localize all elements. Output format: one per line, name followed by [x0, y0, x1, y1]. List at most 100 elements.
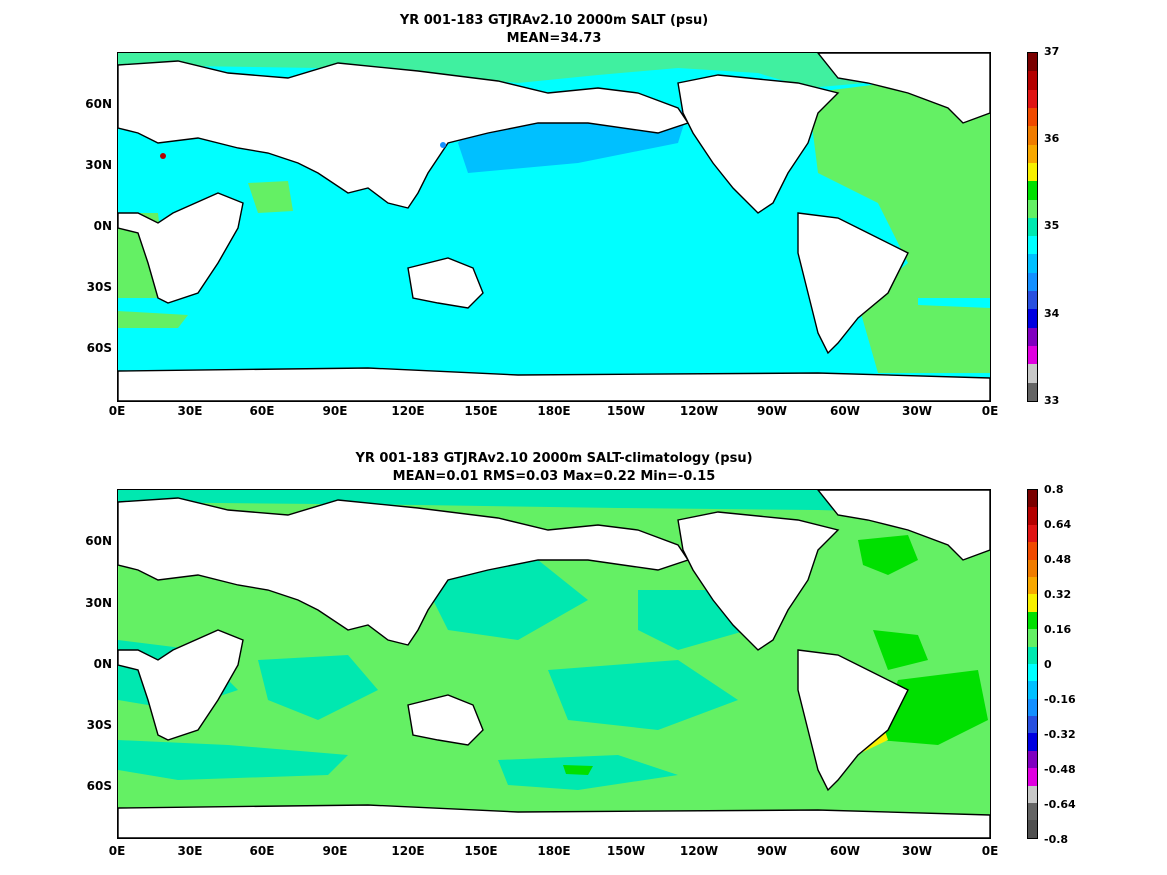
bottom-greenland	[817, 490, 990, 561]
bottom-anomaly-map	[117, 489, 991, 839]
top-colorbar-segment	[1028, 144, 1037, 163]
bottom-lat-60n: 60N	[85, 534, 112, 548]
bottom-colorbar-segment	[1028, 490, 1037, 508]
bottom-cbar-label-0: 0.8	[1044, 483, 1064, 496]
bottom-cool-4	[548, 660, 738, 730]
bottom-colorbar-segment	[1028, 629, 1037, 647]
bottom-colorbar-segment	[1028, 716, 1037, 734]
bottom-title-line1: YR 001-183 GTJRAv2.10 2000m SALT-climato…	[355, 451, 753, 466]
top-salinity-map	[117, 52, 991, 402]
bottom-lon-180e: 180E	[537, 844, 571, 858]
top-lon-30e: 30E	[177, 404, 203, 418]
top-colorbar-segment	[1028, 107, 1037, 127]
top-cbar-label-33: 33	[1044, 394, 1060, 407]
bottom-colorbar-segment	[1028, 524, 1037, 543]
bottom-north-america	[677, 511, 840, 651]
top-africa	[118, 192, 244, 304]
top-lat-60n: 60N	[85, 97, 112, 111]
top-lon-30w: 30W	[902, 404, 932, 418]
top-colorbar-segment	[1028, 309, 1037, 328]
bottom-australia	[407, 694, 484, 746]
top-arabian-patch	[248, 181, 293, 213]
top-colorbar-segment	[1028, 364, 1037, 383]
top-colorbar-segment	[1028, 181, 1037, 200]
bottom-colorbar-segment	[1028, 698, 1037, 717]
bottom-lon-90w: 90W	[757, 844, 787, 858]
bottom-colorbar-segment	[1028, 646, 1037, 664]
top-eurasia	[118, 60, 690, 209]
bottom-lon-0e-end: 0E	[981, 844, 999, 858]
bottom-colorbar-segment	[1028, 733, 1037, 751]
bottom-warm-4	[563, 765, 593, 775]
top-lon-0e-end: 0E	[981, 404, 999, 418]
bottom-colorbar-segment	[1028, 681, 1037, 699]
bottom-lat-0n: 0N	[93, 657, 112, 671]
bottom-lon-90e: 90E	[322, 844, 348, 858]
top-north-america	[677, 74, 840, 214]
bottom-colorbar-segment	[1028, 611, 1037, 630]
top-title-line1: YR 001-183 GTJRAv2.10 2000m SALT (psu)	[399, 13, 709, 28]
top-south-atlantic-fresh	[918, 298, 990, 308]
bottom-colorbar-segment	[1028, 559, 1037, 577]
top-colorbar-segment	[1028, 71, 1037, 90]
top-lon-60e: 60E	[249, 404, 275, 418]
bottom-lon-120e: 120E	[391, 844, 425, 858]
top-lon-150w: 150W	[606, 404, 646, 418]
top-map-svg	[118, 53, 990, 401]
bottom-colorbar-segment	[1028, 803, 1037, 821]
bottom-lon-60e: 60E	[249, 844, 275, 858]
bottom-colorbar-segment	[1028, 663, 1037, 682]
bottom-lat-30n: 30N	[85, 596, 112, 610]
bottom-map-svg	[118, 490, 990, 838]
top-title-line2: MEAN=34.73	[506, 31, 602, 46]
bottom-cbar-label-3: 0.32	[1044, 588, 1072, 601]
bottom-africa	[118, 629, 244, 741]
bottom-lat-60s: 60S	[86, 779, 112, 793]
top-colorbar-segment	[1028, 382, 1037, 401]
bottom-cool-patches	[118, 490, 990, 790]
top-lon-120w: 120W	[679, 404, 719, 418]
top-lon-90w: 90W	[757, 404, 787, 418]
top-mediterranean-salty	[160, 153, 166, 159]
bottom-colorbar-segment	[1028, 820, 1037, 838]
top-lat-30s: 30S	[86, 280, 112, 294]
bottom-south-america	[797, 649, 909, 792]
top-cbar-label-34: 34	[1044, 307, 1060, 320]
bottom-cbar-label-10: -0.8	[1044, 833, 1069, 846]
top-lat-30n: 30N	[85, 158, 112, 172]
top-colorbar-segment	[1028, 217, 1037, 237]
bottom-land	[118, 490, 990, 838]
bottom-cbar-label-8: -0.48	[1044, 763, 1076, 776]
bottom-cbar-label-2: 0.48	[1044, 553, 1072, 566]
top-colorbar-segment	[1028, 126, 1037, 145]
top-lon-120e: 120E	[391, 404, 425, 418]
top-japan-sea-fresh	[440, 142, 446, 148]
bottom-cool-6	[118, 740, 348, 780]
top-lon-60w: 60W	[830, 404, 860, 418]
bottom-lon-150w: 150W	[606, 844, 646, 858]
bottom-lon-150e: 150E	[464, 844, 498, 858]
top-colorbar-segment	[1028, 199, 1037, 218]
bottom-antarctica	[118, 804, 990, 838]
bottom-lon-0e: 0E	[108, 844, 126, 858]
bottom-colorbar-segment	[1028, 576, 1037, 595]
bottom-cbar-label-7: -0.32	[1044, 728, 1076, 741]
bottom-cbar-label-4: 0.16	[1044, 623, 1072, 636]
bottom-lon-30e: 30E	[177, 844, 203, 858]
bottom-lat-30s: 30S	[86, 718, 112, 732]
top-colorbar-segment	[1028, 346, 1037, 365]
bottom-colorbar	[1027, 489, 1038, 839]
top-southern-band	[118, 311, 188, 328]
bottom-colorbar-segment	[1028, 750, 1037, 769]
top-cbar-label-35: 35	[1044, 219, 1060, 232]
top-antarctica	[118, 367, 990, 401]
bottom-colorbar-segment	[1028, 768, 1037, 786]
top-colorbar-segment	[1028, 291, 1037, 310]
bottom-title-line2: MEAN=0.01 RMS=0.03 Max=0.22 Min=-0.15	[392, 469, 716, 484]
top-colorbar-segment	[1028, 254, 1037, 273]
top-colorbar-segment	[1028, 236, 1037, 255]
top-lon-150e: 150E	[464, 404, 498, 418]
top-lon-0e: 0E	[108, 404, 126, 418]
top-colorbar-segment	[1028, 53, 1037, 72]
top-colorbar-segment	[1028, 327, 1037, 346]
